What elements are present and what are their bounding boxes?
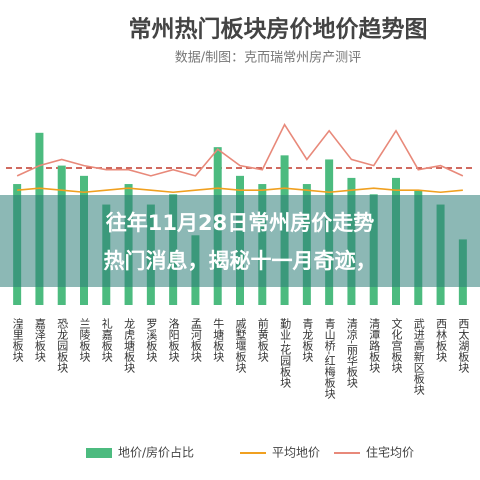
chart-title: 常州热门板块房价地价趋势图 [129,16,428,43]
x-tick-label: 武进高新区板块 [412,318,425,396]
overlay-band [0,195,480,287]
x-tick-label: 兰陵板块 [78,318,91,363]
x-tick-label: 青山桥-红梅板块 [323,318,336,400]
x-tick-label: 孟河板块 [189,318,202,363]
x-tick-label: 恐龙园板块 [56,318,69,374]
x-tick-label: 罗溪板块 [145,318,158,363]
legend-swatch [86,448,112,458]
overlay-text: 热门消息，揭秘十一月奇迹， [104,249,377,273]
x-tick-label: 礼嘉板块 [100,317,113,363]
x-tick-label: 牛塘板块 [212,317,225,363]
x-tick-label: 清潭路板块 [368,318,381,374]
line [17,187,463,194]
legend-label: 住宅均价 [366,445,414,460]
overlay-text: 往年11月28日常州房价走势 [106,211,374,235]
legend: 地价/房价占比 平均地价 住宅均价 [86,445,414,460]
x-tick-label: 西太湖板块 [457,318,470,374]
x-tick-label: 西林板块 [435,318,448,363]
x-tick-label: 嘉泽板块 [33,317,46,363]
x-tick-label: 清凉-丽华板块 [345,318,358,389]
x-tick-label: 青龙板块 [301,318,314,363]
x-tick-label: 湟里板块 [11,318,24,363]
x-tick-label: 戚墅堰板块 [234,318,247,374]
legend-label: 地价/房价占比 [118,445,194,460]
line [16,122,464,177]
x-tick-label: 文化宫板块 [390,317,403,374]
x-tick-label: 勤业-花园板块 [279,318,292,389]
x-tick-label: 前黄板块 [256,317,269,363]
x-tick-label: 龙虎塘板块 [123,318,136,374]
chart-subtitle: 数据/制图：克而瑞常州房产测评 [175,50,361,66]
x-tick-label: 洛阳板块 [167,317,180,363]
legend-label: 平均地价 [272,446,320,460]
